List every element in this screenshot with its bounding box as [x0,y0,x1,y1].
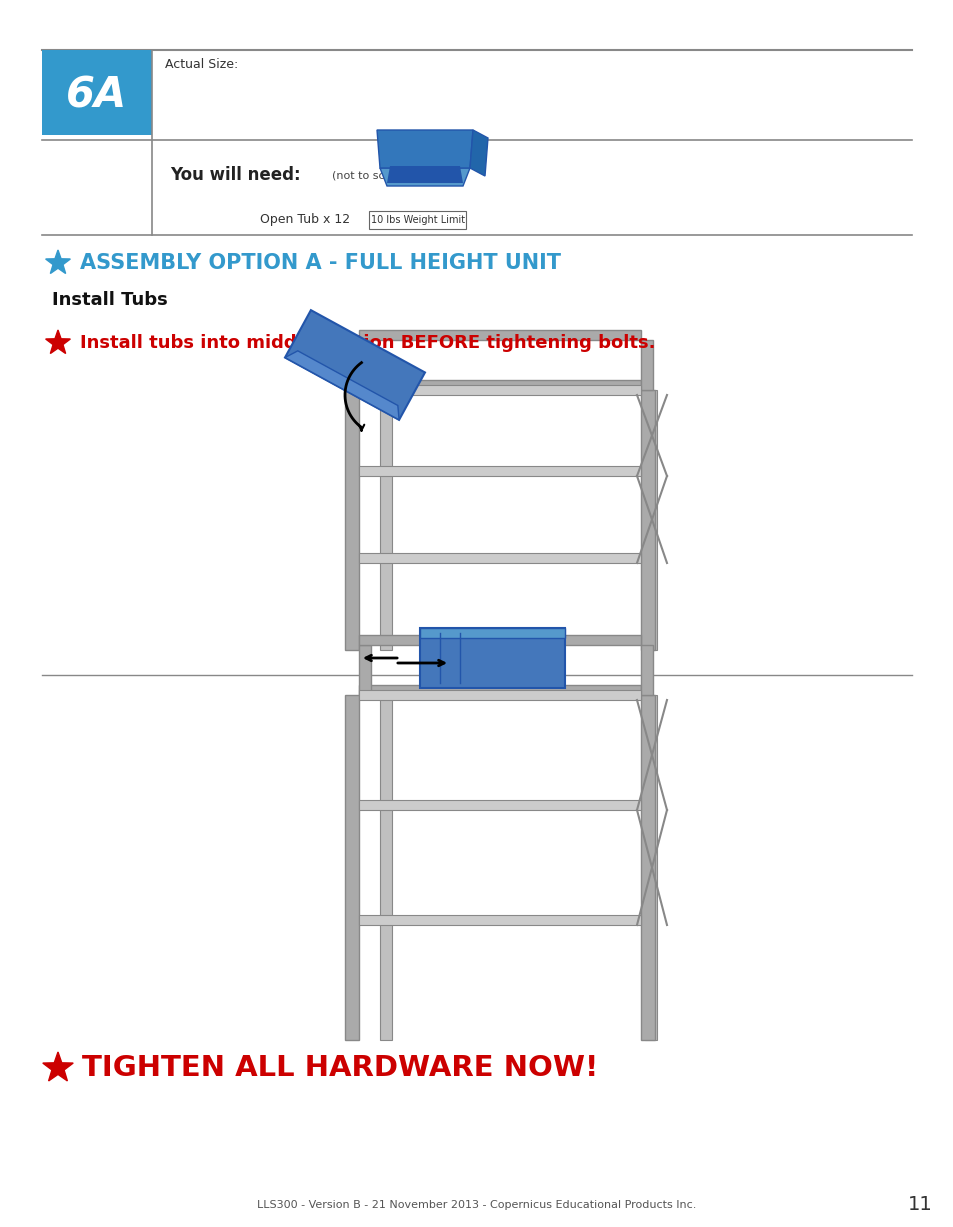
Polygon shape [470,130,488,175]
Text: TIGHTEN ALL HARDWARE NOW!: TIGHTEN ALL HARDWARE NOW! [82,1054,598,1082]
Text: ASSEMBLY OPTION A - FULL HEIGHT UNIT: ASSEMBLY OPTION A - FULL HEIGHT UNIT [80,253,560,272]
Bar [379,694,392,1040]
Bar [345,694,358,1040]
Text: Install tubs into middle section BEFORE tightening bolts.: Install tubs into middle section BEFORE … [80,334,655,352]
Bar [358,915,640,925]
Text: Actual Size:: Actual Size: [165,59,238,71]
Text: 6A: 6A [67,74,128,117]
Bar [419,628,564,688]
Bar [358,385,640,395]
Bar [358,380,640,390]
FancyBboxPatch shape [42,50,152,135]
Bar [419,628,564,638]
Text: 10 lbs Weight Limit: 10 lbs Weight Limit [371,215,464,225]
Bar [358,685,640,694]
Bar [379,390,392,650]
Bar [358,330,640,340]
Bar [358,340,371,390]
Polygon shape [387,166,462,183]
Polygon shape [285,310,424,420]
Polygon shape [285,351,398,420]
Polygon shape [379,168,470,187]
Polygon shape [46,250,71,274]
Bar [358,645,371,694]
Bar [358,636,640,645]
Text: 11: 11 [906,1195,931,1215]
Polygon shape [43,1052,73,1081]
Bar [640,694,655,1040]
Text: LLS300 - Version B - 21 November 2013 - Copernicus Educational Products Inc.: LLS300 - Version B - 21 November 2013 - … [257,1200,696,1210]
Bar [644,694,657,1040]
Bar [358,800,640,810]
Text: Install Tubs: Install Tubs [52,291,168,309]
Bar [345,390,358,650]
FancyBboxPatch shape [369,211,465,229]
Bar [358,553,640,563]
Bar [644,390,657,650]
Bar [358,690,640,699]
Polygon shape [46,330,71,353]
Text: Open Tub x 12: Open Tub x 12 [260,213,350,227]
Text: You will need:: You will need: [170,166,300,184]
Bar [640,390,655,650]
Bar [640,645,652,694]
Bar [358,466,640,476]
Text: (not to scale): (not to scale) [332,171,405,180]
Bar [640,340,652,390]
Polygon shape [376,130,473,168]
